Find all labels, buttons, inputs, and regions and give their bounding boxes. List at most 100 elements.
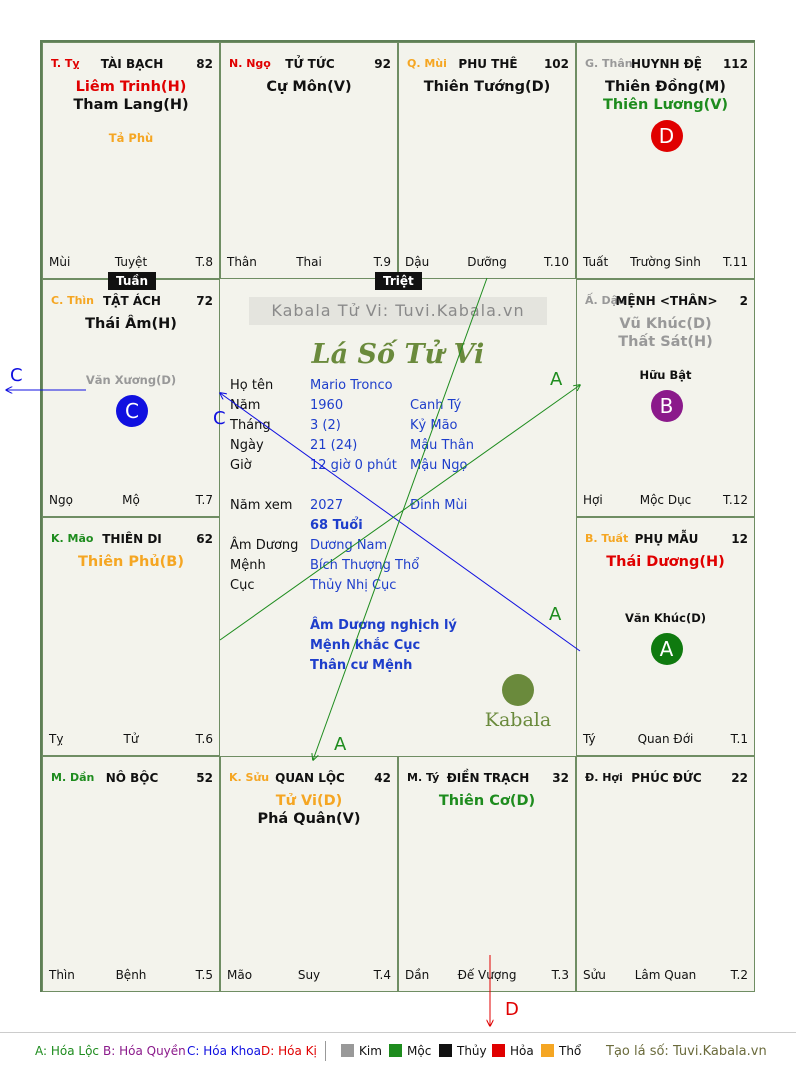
legend-hoa-loc: A: Hóa Lộc [35,1044,100,1058]
palace-cell[interactable]: M. Dần NÔ BỘC 52 Thìn Bệnh T.5 [42,756,220,992]
cell-footer-left: Tý [583,732,596,746]
cell-footer-center: Suy [297,968,321,982]
tuan-tag: Tuần [108,272,157,290]
cell-number: 12 [731,532,748,546]
watermark: Kabala Tử Vi: Tuvi.Kabala.vn [249,297,547,325]
cell-footer-center: Trường Sinh [630,255,701,269]
cell-number: 2 [739,294,748,308]
cell-footer-left: Dậu [405,255,430,269]
cell-footer-left: Hợi [583,493,603,507]
major-star: Liêm Trinh(H) [75,79,187,95]
cell-footer-center: Quan Đới [637,732,694,746]
minor-star: Hữu Bật [639,368,692,382]
cell-palace: PHÚC ĐỨC [631,771,702,785]
major-star: Thái Dương(H) [606,554,725,570]
arrow-label-d: D [505,999,519,1020]
major-star: Thiên Tướng(D) [423,79,551,95]
cell-number: 102 [543,57,569,71]
major-star: Thiên Đồng(M) [605,79,726,95]
cell-palace: TÀI BẠCH [100,57,164,71]
cell-palace: PHỤ MẪU [634,532,699,546]
palace-cell[interactable]: K. Sửu QUAN LỘC 42 Tử Vi(D) Phá Quân(V) Mão Su… [220,756,398,992]
legend-tho: Thổ [541,1044,581,1058]
cell-branch: K. Mão [51,532,94,545]
minor-star: Văn Khúc(D) [624,611,706,625]
kabala-logo-icon [502,674,534,706]
legend-hoa-quyen: B: Hóa Quyền [103,1044,186,1058]
cell-footer-center: Tuyệt [114,255,148,269]
cell-number: 82 [196,57,213,71]
info-note: Mệnh khắc Cục [310,638,421,653]
cell-branch: B. Tuất [585,532,629,545]
cell-footer-right: T.8 [195,255,213,269]
major-star: Tử Vi(D) [275,793,343,809]
palace-cell[interactable]: Đ. Hợi PHÚC ĐỨC 22 Sửu Lâm Quan T.2 [576,756,755,992]
cell-number: 62 [196,532,213,546]
major-star: Vũ Khúc(D) [619,316,712,332]
kabala-logo-text: Kabala [484,709,552,731]
minor-star: Văn Xương(D) [85,373,177,387]
transform-badge: A [650,633,683,665]
legend-divider [325,1041,326,1061]
arrow-label-c-left: C [10,365,23,386]
cell-branch: T. Tỵ [51,57,80,70]
cell-footer-right: T.5 [195,968,213,982]
cell-number: 32 [552,771,569,785]
cell-palace: ĐIỀN TRẠCH [446,771,530,785]
palace-cell[interactable]: C. Thìn TẬT ÁCH 72 Thái Âm(H) Văn Xương(D) C N… [42,279,220,517]
cell-branch: G. Thân [585,57,633,70]
cell-footer-center: Thai [296,255,322,269]
cell-branch: N. Ngọ [229,57,271,70]
legend-hoa-khoa: C: Hóa Khoa [187,1044,261,1058]
cell-footer-right: T.6 [195,732,213,746]
info-note: Âm Dương nghịch lý [310,618,457,633]
cell-number: 72 [196,294,213,308]
cell-branch: Ấ. Dậu [585,294,626,307]
major-star: Thiên Cơ(D) [438,793,536,809]
legend-site[interactable]: Tạo lá số: Tuvi.Kabala.vn [606,1044,767,1059]
cell-footer-left: Tỵ [49,732,64,746]
palace-cell[interactable]: B. Tuất PHỤ MẪU 12 Thái Dương(H) Văn Khúc(D)… [576,517,755,756]
cell-footer-center: Tử [123,732,139,746]
legend-moc: Mộc [389,1044,431,1058]
chart-title: Lá Số Tử Vi [311,339,485,370]
major-star: Thất Sát(H) [618,334,713,350]
palace-cell[interactable]: T. Tỵ TÀI BẠCH 82 Liêm Trinh(H) Tham Lang(H)… [42,42,220,279]
legend-thuy: Thủy [439,1044,487,1058]
cell-palace: TỬ TỨC [285,57,335,71]
cell-branch: Đ. Hợi [585,771,623,784]
minor-star: Tả Phù [108,131,154,145]
cell-footer-right: T.11 [723,255,748,269]
palace-cell[interactable]: Q. Mùi PHU THÊ 102 Thiên Tướng(D) Dậu Dưỡng T.… [398,42,576,279]
cell-number: 52 [196,771,213,785]
cell-footer-left: Thìn [49,968,75,982]
cell-footer-left: Mão [227,968,253,982]
cell-footer-left: Tuất [583,255,609,269]
cell-number: 92 [374,57,391,71]
cell-footer-left: Thân [227,255,257,269]
cell-palace: MỆNH <THÂN> [615,294,718,308]
cell-number: 112 [722,57,748,71]
major-star: Thiên Lương(V) [602,97,729,113]
palace-cell[interactable]: K. Mão THIÊN DI 62 Thiên Phủ(B) Tỵ Tử T.6 [42,517,220,756]
transform-badge: D [650,120,683,152]
cell-footer-center: Dưỡng [467,255,507,269]
cell-footer-center: Bệnh [115,968,147,982]
palace-cell[interactable]: N. Ngọ TỬ TỨC 92 Cự Môn(V) Thân Thai T.9 [220,42,398,279]
palace-cell[interactable]: G. Thân HUYNH ĐỆ 112 Thiên Đồng(M) Thiên Lươ… [576,42,755,279]
cell-footer-right: T.4 [373,968,391,982]
major-star: Phá Quân(V) [257,811,361,827]
cell-footer-right: T.10 [544,255,569,269]
cell-footer-right: T.2 [730,968,748,982]
cell-palace: TẬT ÁCH [103,294,161,308]
cell-palace: PHU THÊ [458,57,518,71]
cell-palace: NÔ BỘC [105,771,159,785]
cell-footer-right: T.7 [195,493,213,507]
major-star: Cự Môn(V) [266,79,352,95]
transform-badge: B [650,390,683,422]
palace-cell[interactable]: M. Tý ĐIỀN TRẠCH 32 Thiên Cơ(D) Dần Đế Vượng T… [398,756,576,992]
cell-branch: M. Dần [51,771,95,784]
palace-cell[interactable]: Ấ. Dậu MỆNH <THÂN> 2 Vũ Khúc(D) Thất Sát(H) H… [576,279,755,517]
cell-branch: Q. Mùi [407,57,447,70]
cell-footer-left: Ngọ [49,493,73,507]
